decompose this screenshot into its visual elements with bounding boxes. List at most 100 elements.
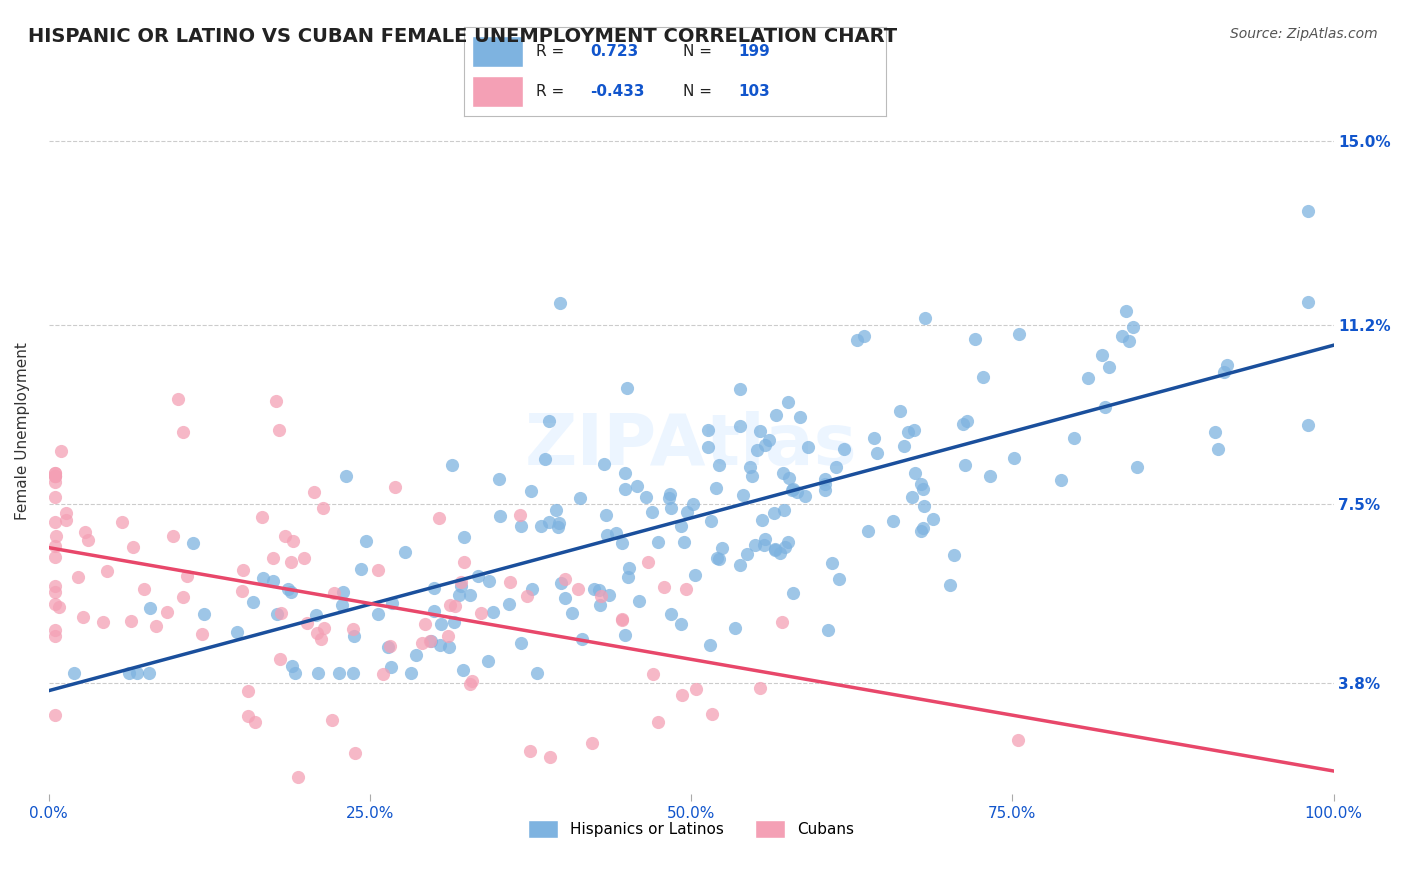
Point	[834, 442, 856, 456]
Point	[827, 572, 849, 586]
Point	[440, 458, 463, 472]
Point	[1063, 431, 1085, 445]
Point	[236, 683, 259, 698]
Point	[758, 433, 780, 447]
Point	[264, 394, 287, 409]
Point	[751, 513, 773, 527]
Point	[458, 677, 481, 691]
Point	[1126, 459, 1149, 474]
Point	[162, 529, 184, 543]
Y-axis label: Female Unemployment: Female Unemployment	[15, 343, 30, 520]
Point	[274, 528, 297, 542]
Point	[592, 457, 614, 471]
Point	[48, 600, 70, 615]
Text: HISPANIC OR LATINO VS CUBAN FEMALE UNEMPLOYMENT CORRELATION CHART: HISPANIC OR LATINO VS CUBAN FEMALE UNEMP…	[28, 27, 897, 45]
Point	[659, 607, 682, 621]
Point	[63, 666, 86, 681]
Point	[538, 414, 561, 428]
Point	[1077, 370, 1099, 384]
Point	[706, 551, 728, 566]
Point	[613, 628, 636, 642]
Point	[312, 501, 335, 516]
Text: N =: N =	[683, 45, 713, 59]
Text: 0.723: 0.723	[591, 45, 638, 59]
Point	[544, 503, 567, 517]
Point	[612, 611, 634, 625]
Point	[952, 417, 974, 432]
Point	[598, 588, 620, 602]
Point	[749, 681, 772, 696]
Point	[477, 654, 499, 668]
Point	[450, 574, 472, 589]
Point	[588, 582, 610, 597]
Point	[332, 585, 354, 599]
Point	[617, 560, 640, 574]
Point	[250, 510, 273, 524]
Point	[643, 667, 665, 681]
Point	[1007, 326, 1029, 341]
Point	[120, 614, 142, 628]
Point	[728, 558, 751, 572]
Point	[311, 632, 333, 646]
Point	[381, 596, 404, 610]
Point	[912, 499, 935, 513]
Point	[44, 469, 66, 483]
Point	[281, 659, 304, 673]
Point	[427, 510, 450, 524]
Point	[778, 535, 800, 549]
Point	[236, 709, 259, 723]
Point	[769, 546, 792, 560]
Point	[399, 666, 422, 681]
Point	[530, 519, 553, 533]
Point	[295, 615, 318, 630]
Point	[671, 688, 693, 702]
Point	[193, 607, 215, 621]
Point	[519, 744, 541, 758]
Point	[384, 479, 406, 493]
Point	[225, 625, 247, 640]
Point	[302, 484, 325, 499]
Point	[748, 424, 770, 438]
Text: R =: R =	[536, 85, 564, 99]
Point	[605, 526, 627, 541]
Point	[786, 485, 808, 500]
Point	[561, 606, 583, 620]
Point	[190, 627, 212, 641]
Point	[765, 408, 787, 422]
Point	[242, 595, 264, 609]
Text: R =: R =	[536, 45, 564, 59]
Point	[44, 707, 66, 722]
Point	[637, 555, 659, 569]
Point	[1296, 204, 1319, 219]
Point	[922, 512, 945, 526]
Point	[897, 425, 920, 439]
Point	[711, 541, 734, 556]
Text: 103: 103	[738, 85, 770, 99]
Point	[44, 629, 66, 643]
Point	[430, 617, 453, 632]
Point	[780, 483, 803, 497]
Point	[330, 598, 353, 612]
Point	[1296, 417, 1319, 432]
Point	[554, 591, 576, 605]
Point	[444, 599, 467, 614]
Point	[613, 466, 636, 480]
Point	[44, 585, 66, 599]
Point	[516, 589, 538, 603]
Point	[953, 458, 976, 472]
Point	[478, 574, 501, 589]
Point	[367, 607, 389, 621]
Point	[44, 466, 66, 480]
Point	[1118, 334, 1140, 348]
Point	[44, 623, 66, 637]
Point	[132, 582, 155, 596]
Point	[44, 475, 66, 489]
Point	[342, 666, 364, 681]
Point	[647, 534, 669, 549]
Point	[380, 659, 402, 673]
Point	[96, 564, 118, 578]
Point	[744, 538, 766, 552]
Point	[266, 607, 288, 621]
Point	[305, 625, 328, 640]
Point	[704, 481, 727, 495]
